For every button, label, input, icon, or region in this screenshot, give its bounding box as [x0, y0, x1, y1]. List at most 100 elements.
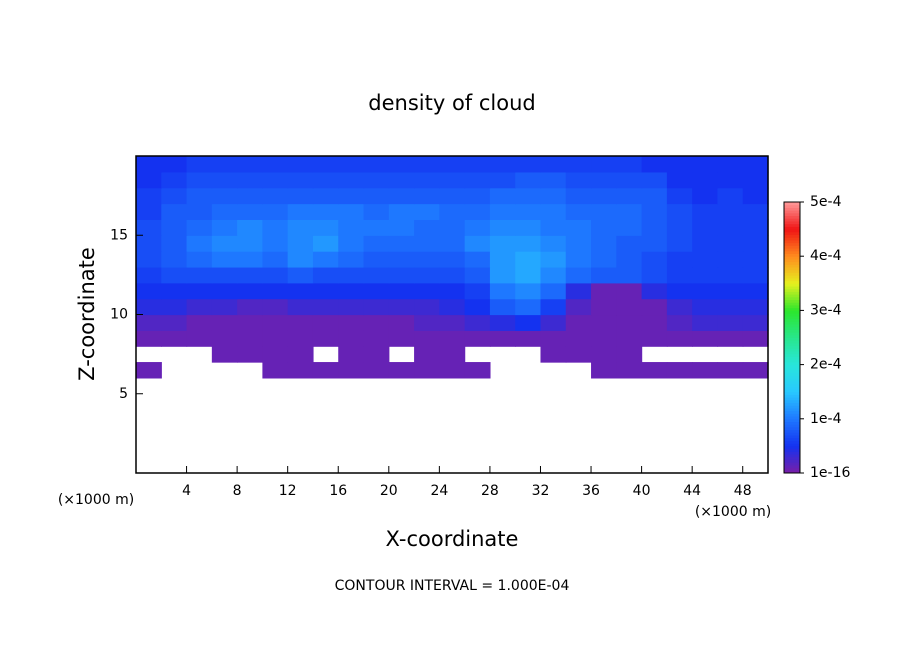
field-cell [641, 298, 668, 316]
colorbar-band [784, 269, 800, 273]
field-cell [388, 171, 415, 189]
field-cell [237, 282, 263, 300]
field-cell [363, 156, 390, 173]
colorbar-band [784, 318, 800, 322]
y-tick-label: 10 [110, 307, 128, 323]
field-cell [464, 362, 491, 379]
field-cell [515, 266, 542, 284]
field-cell [338, 235, 365, 252]
field-cell [211, 298, 238, 316]
colorbar-band [784, 291, 800, 295]
field-cell [742, 203, 769, 220]
field-cell [237, 330, 263, 347]
field-cell [136, 298, 162, 316]
field-cell [338, 330, 365, 347]
colorbar-band [784, 304, 800, 309]
field-cell [211, 330, 238, 347]
field-cell [540, 171, 567, 189]
field-cell [742, 219, 769, 236]
colorbar-band [784, 405, 800, 409]
field-cell [287, 282, 314, 300]
field-cell [388, 266, 415, 284]
colorbar-band [784, 464, 800, 469]
field-cell [186, 330, 213, 347]
field-cell [641, 251, 668, 268]
field-cell [161, 219, 188, 236]
colorbar-band [784, 272, 800, 276]
field-cell [136, 330, 162, 347]
field-cell [692, 156, 719, 173]
colorbar-band [784, 229, 800, 233]
field-cell [717, 330, 744, 347]
field-cell [363, 203, 390, 220]
field-cell [515, 156, 542, 173]
field-cell [616, 156, 643, 173]
colorbar-band [784, 372, 800, 376]
field-cell [666, 266, 693, 284]
colorbar-band [784, 283, 800, 287]
colorbar-band [784, 445, 800, 450]
field-cell [414, 314, 440, 331]
field-cell [742, 362, 769, 379]
field-cell [262, 330, 289, 347]
field-cell [692, 251, 719, 268]
x-tick-label: 4 [182, 483, 191, 499]
field-cell [464, 330, 491, 347]
field-cell [666, 282, 693, 300]
x-tick-label: 28 [481, 483, 499, 499]
field-cell [616, 314, 643, 331]
field-cell [591, 362, 617, 379]
field-cell [565, 282, 592, 300]
y-tick-label: 15 [110, 227, 128, 243]
field-cell [591, 346, 617, 363]
field-cell [363, 187, 390, 205]
colorbar-band [784, 451, 800, 455]
field-cell [591, 282, 617, 300]
colorbar-band [784, 313, 800, 317]
field-cell [489, 156, 516, 173]
colorbar-band [784, 321, 800, 325]
colorbar-band [784, 337, 800, 341]
field-cell [287, 187, 314, 205]
colorbar-band [784, 220, 800, 225]
field-cell [489, 171, 516, 189]
field-cell [515, 251, 542, 268]
x-tick-label: 12 [279, 483, 297, 499]
field-cell [692, 219, 719, 236]
x-tick-label: 20 [380, 483, 398, 499]
colorbar-band [784, 421, 800, 425]
colorbar-band [784, 351, 800, 355]
field-cell [439, 203, 466, 220]
field-cell [641, 314, 668, 331]
colorbar-band [784, 388, 800, 393]
field-cell [136, 314, 162, 331]
field-cell [692, 187, 719, 205]
colorbar-band [784, 340, 800, 344]
field-cell [439, 171, 466, 189]
field-cell [338, 171, 365, 189]
colorbar-band [784, 210, 800, 214]
field-cell [414, 187, 440, 205]
field-cell [363, 330, 390, 347]
field-cell [515, 330, 542, 347]
colorbar-band [784, 242, 800, 246]
colorbar-band [784, 218, 800, 222]
x-tick-label: 48 [734, 483, 752, 499]
x-unit-label: (×1000 m) [58, 492, 134, 508]
field-cell [616, 346, 643, 363]
field-cell [616, 235, 643, 252]
field-cell [616, 330, 643, 347]
field-cell [742, 235, 769, 252]
field-cell [464, 235, 491, 252]
field-cell [414, 330, 440, 347]
field-cell [237, 251, 263, 268]
field-cell [312, 251, 339, 268]
field-cell [666, 235, 693, 252]
field-cell [312, 266, 339, 284]
field-cell [489, 235, 516, 252]
x-tick-label: 8 [233, 483, 242, 499]
field-cell [489, 282, 516, 300]
field-cell [136, 156, 162, 173]
field-cell [540, 251, 567, 268]
field-cell [211, 156, 238, 173]
